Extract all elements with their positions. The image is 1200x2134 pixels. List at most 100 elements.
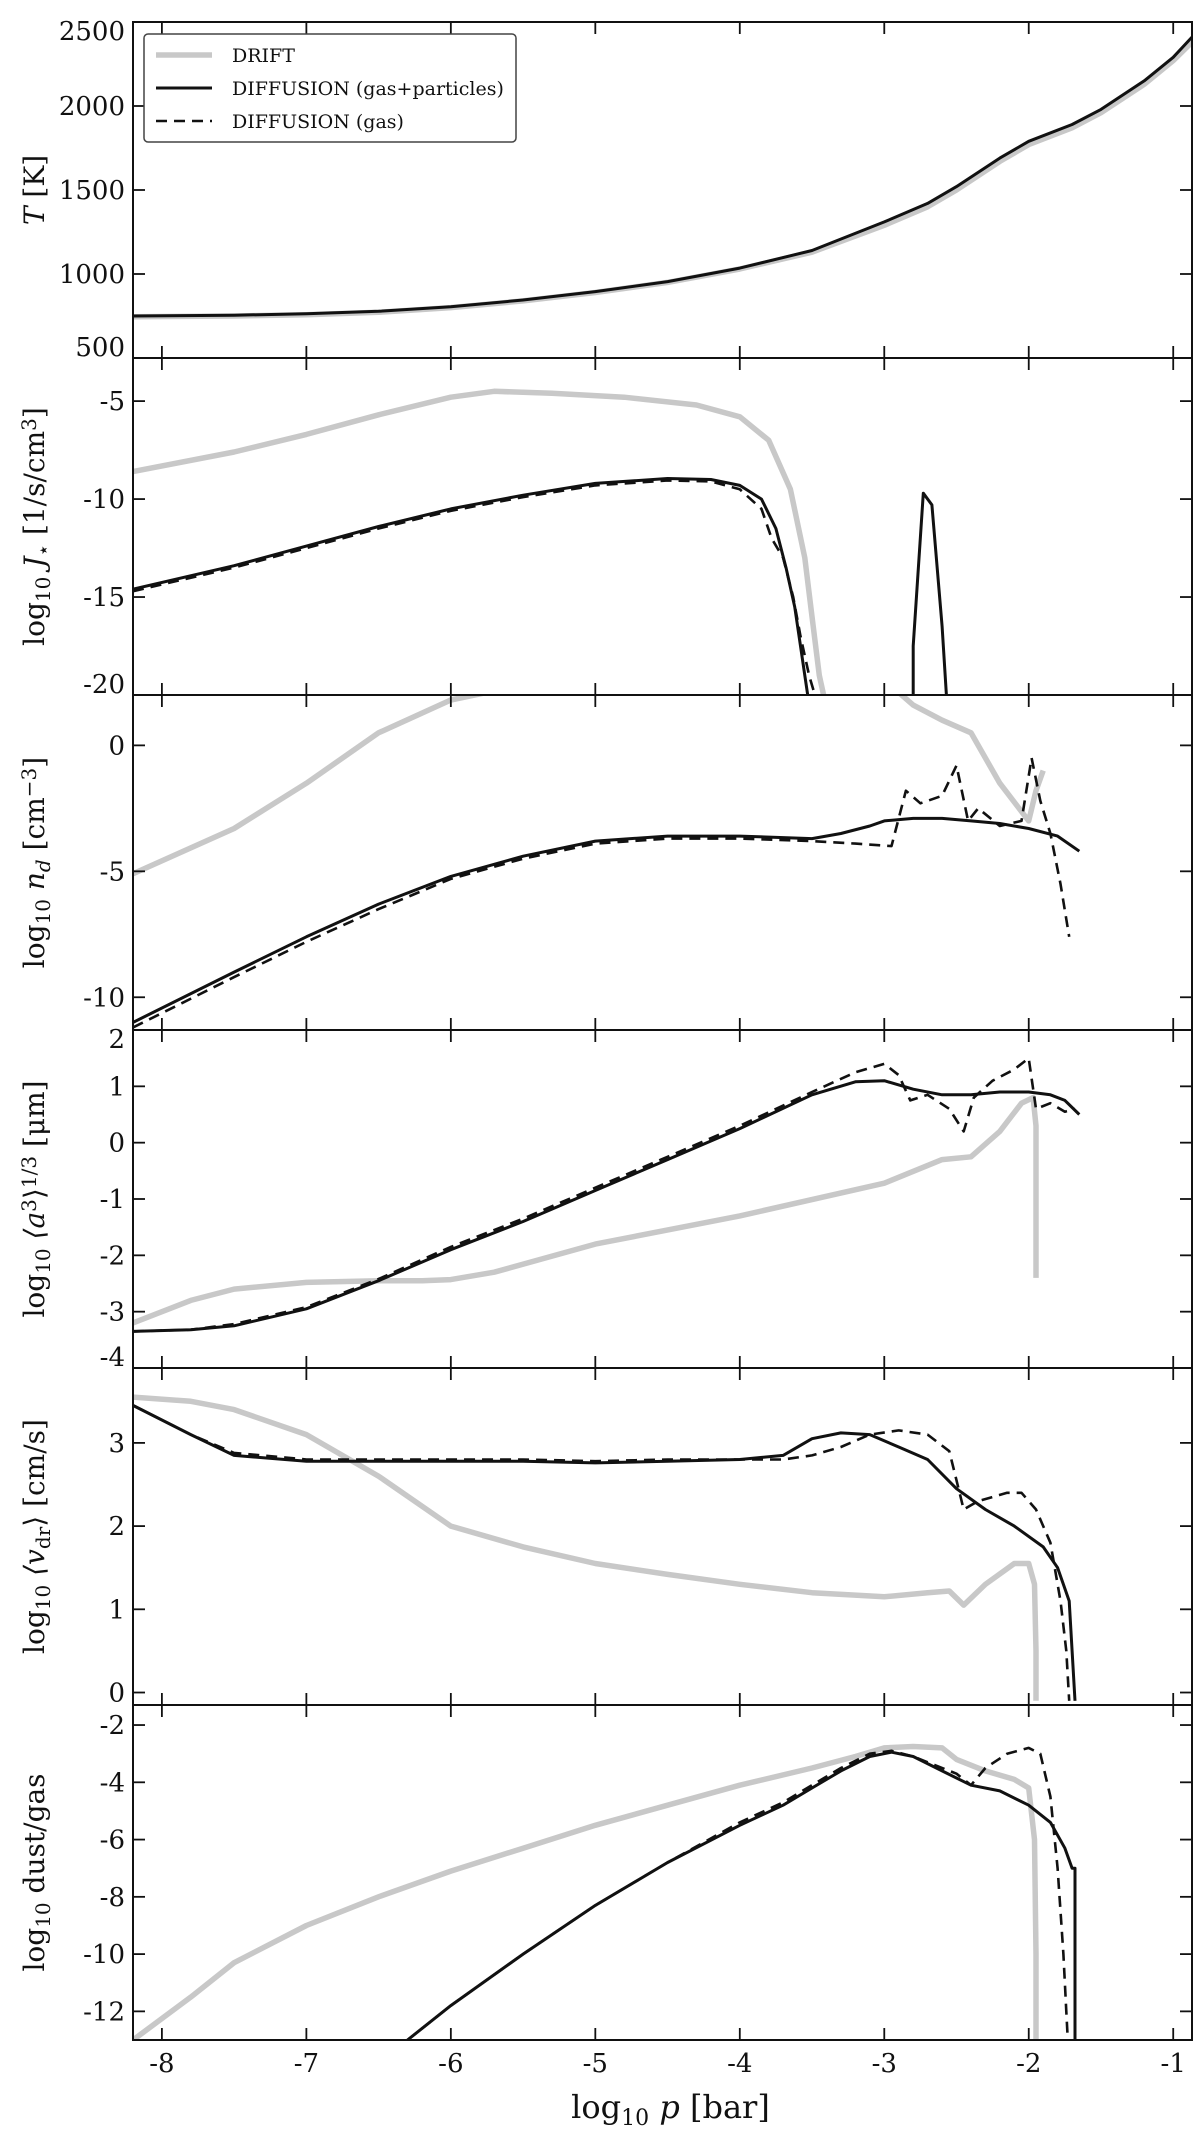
y-axis-label-part: log: [18, 1610, 51, 1654]
y-axis-label-part: 3: [17, 1199, 41, 1212]
y-tick-label: -3: [100, 1298, 125, 1328]
y-axis-label: T [K]: [18, 155, 51, 225]
y-tick-label: -1: [100, 1185, 125, 1215]
series-line-drift: [133, 1743, 1039, 2040]
legend-box: [143, 33, 517, 143]
y-axis-label-part: d: [31, 859, 55, 872]
y-tick-label: 0: [108, 731, 125, 761]
legend-label: DRIFT: [232, 45, 295, 67]
y-axis-label-part: −3: [17, 768, 41, 797]
y-axis-label: log10 J⋆ [1/s/cm3]: [17, 407, 55, 646]
y-tick-label: 1: [108, 1595, 125, 1625]
x-tick-label: -3: [872, 2049, 897, 2079]
panel-frame: [132, 1704, 1193, 2041]
y-tick-label: -10: [83, 1940, 125, 1970]
y-axis-label-part: 10: [31, 577, 55, 602]
y-axis-label-part: log: [18, 1928, 51, 1972]
y-tick-label: 500: [75, 333, 125, 363]
y-tick-label: -4: [100, 1343, 125, 1373]
y-axis-label-part: ⋆: [31, 544, 55, 557]
panel-6: -12 -10 -8 -6 -4 -2 log10 dust/gas: [18, 1704, 1193, 2041]
y-tick-label: 2500: [59, 17, 125, 47]
y-axis-label-part: [μm]: [18, 1080, 51, 1156]
y-tick-label: -2: [100, 1241, 125, 1271]
series-line-drift: [133, 1394, 1039, 1701]
panel-frame: [132, 694, 1193, 1031]
series-line-diffusion-gas-particles-: [133, 477, 810, 695]
y-tick-label: -8: [100, 1883, 125, 1913]
y-axis-label-part: T: [18, 204, 51, 225]
y-axis-label-part: [cm: [18, 797, 51, 859]
y-tick-label: -20: [83, 670, 125, 700]
series-line-drift: [133, 388, 827, 695]
y-axis-label-part: ⟨v: [18, 1549, 51, 1585]
series-line-diffusion-gas-particles-: [133, 816, 1081, 1024]
y-tick-label: 2: [108, 1512, 125, 1542]
series-line-drift: [133, 695, 1046, 877]
x-tick-label: -5: [583, 2049, 608, 2079]
y-tick-label: -2: [100, 1711, 125, 1741]
x-tick-label: -7: [294, 2049, 319, 2079]
y-axis-label-part: n: [18, 872, 51, 899]
y-axis-label-part: J: [18, 555, 51, 577]
y-axis-label-part: ⟩ [cm/s]: [18, 1419, 51, 1527]
series-line-diffusion-gas-: [133, 479, 817, 695]
series-line-peak: [911, 491, 948, 695]
legend: DRIFT DIFFUSION (gas+particles) DIFFUSION …: [143, 33, 517, 143]
y-axis-label-part: ⟨a: [18, 1212, 51, 1249]
y-axis-label-part: log: [18, 602, 51, 646]
y-tick-label: -10: [83, 485, 125, 515]
series-line-diffusion-gas-: [406, 1746, 1070, 2040]
x-axis-label-part: 10: [621, 2106, 649, 2130]
series-line-diffusion-gas-particles-: [133, 1079, 1081, 1333]
panel-1: 500 1000 1500 2000 2500 T [K]: [18, 17, 1193, 363]
x-axis-label-part: p: [649, 2088, 680, 2126]
panel-5: 0 1 2 3 log10 ⟨vdr⟩ [cm/s]: [18, 1367, 1193, 1709]
y-axis-label-part: 10: [31, 1902, 55, 1927]
legend-label: DIFFUSION (gas+particles): [232, 78, 504, 100]
series-line-diffusion-gas-particles-: [133, 1404, 1077, 1701]
x-tick-label: -6: [438, 2049, 463, 2079]
x-tick-label: -2: [1016, 2049, 1041, 2079]
series-line-diffusion-gas-: [133, 1056, 1076, 1333]
y-axis-label-part: ]: [18, 757, 51, 768]
x-axis-label: log10 p [bar]: [571, 2088, 770, 2130]
y-tick-label: -4: [100, 1768, 125, 1798]
y-axis-label: log10 dust/gas: [18, 1773, 55, 1971]
y-tick-label: -15: [83, 583, 125, 613]
panel-frame: [132, 357, 1193, 696]
y-tick-label: -6: [100, 1826, 125, 1856]
y-axis-label-part: 10: [31, 899, 55, 924]
legend-label: DIFFUSION (gas): [232, 111, 404, 133]
y-tick-label: 2: [108, 1025, 125, 1055]
y-tick-label: -5: [100, 387, 125, 417]
y-tick-label: 2000: [59, 92, 125, 122]
y-axis-label-part: 3: [17, 418, 41, 431]
y-axis-label-part: dr: [31, 1526, 55, 1549]
y-axis-label: log10 nd [cm−3]: [17, 757, 55, 968]
series-line-diffusion-gas-particles-: [133, 36, 1192, 318]
y-axis-label-part: ]: [18, 407, 51, 418]
y-tick-label: -10: [83, 983, 125, 1013]
panel-3: -10 -5 0 log10 nd [cm−3]: [17, 694, 1193, 1031]
y-tick-label: 1: [108, 1072, 125, 1102]
y-tick-label: 3: [108, 1429, 125, 1459]
x-tick-label: -8: [149, 2049, 174, 2079]
y-axis-label-part: [1/s/cm: [18, 431, 51, 544]
y-tick-label: 1500: [59, 176, 125, 206]
y-axis-label-part: [K]: [18, 155, 51, 207]
y-tick-label: 0: [108, 1129, 125, 1159]
y-tick-label: -12: [83, 1997, 125, 2027]
series-line-diffusion-gas-: [133, 756, 1071, 1029]
y-axis-label-part: 10: [31, 1248, 55, 1273]
y-tick-label: 1000: [59, 260, 125, 290]
series-line-diffusion-gas-: [133, 1404, 1071, 1701]
panel-frame: [132, 1367, 1193, 1706]
y-axis-label-part: dust/gas: [18, 1773, 51, 1902]
y-axis-label: log10 ⟨vdr⟩ [cm/s]: [18, 1419, 55, 1654]
y-axis-label-part: ⟩: [18, 1188, 51, 1199]
x-tick-label: -1: [1161, 2049, 1186, 2079]
series-line-drift: [133, 1094, 1039, 1326]
